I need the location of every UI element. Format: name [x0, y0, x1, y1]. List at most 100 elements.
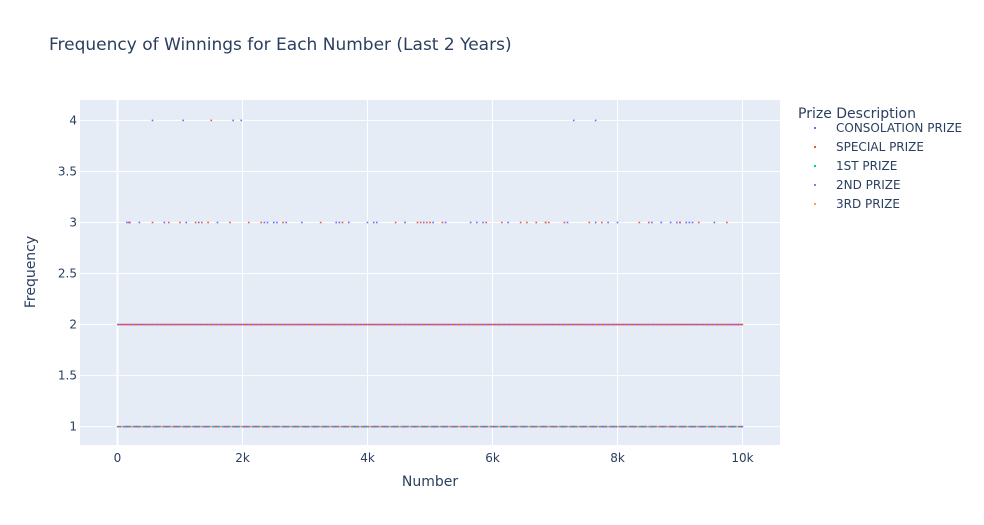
dense-point [512, 425, 515, 428]
dense-point [503, 425, 506, 428]
dense-point [703, 323, 705, 326]
dense-point [221, 323, 223, 326]
dense-point [400, 323, 402, 326]
legend-marker[interactable] [814, 146, 816, 148]
dense-point [621, 425, 624, 428]
dense-point [719, 425, 721, 428]
dense-point [328, 425, 330, 428]
dense-point [206, 425, 208, 428]
dense-point [582, 323, 584, 326]
dense-point [177, 425, 179, 428]
dense-point [320, 425, 322, 428]
dense-point [268, 425, 270, 428]
dense-point [588, 323, 590, 326]
dense-point [214, 425, 216, 428]
legend-marker[interactable] [814, 127, 816, 129]
dense-point [417, 323, 419, 326]
dense-point [687, 323, 689, 326]
dense-point [623, 323, 626, 326]
scatter-point [422, 221, 425, 224]
legend-item-label[interactable]: CONSOLATION PRIZE [836, 121, 962, 135]
dense-point [366, 323, 369, 326]
dense-point [381, 323, 384, 326]
dense-point [620, 425, 623, 428]
scatter-point [263, 221, 266, 224]
dense-point [721, 425, 723, 428]
dense-point [143, 323, 145, 326]
dense-point [231, 323, 234, 326]
dense-point [261, 323, 264, 326]
dense-point [378, 425, 381, 428]
dense-point [242, 425, 245, 428]
dense-point [729, 323, 731, 326]
dense-point [406, 323, 408, 326]
dense-point [322, 323, 324, 326]
dense-point [223, 323, 225, 326]
dense-point [368, 425, 371, 428]
dense-point [677, 323, 679, 326]
dense-point [527, 323, 529, 326]
dense-point [257, 323, 260, 326]
scatter-point [194, 221, 197, 224]
legend-marker[interactable] [814, 203, 816, 205]
dense-point [556, 425, 558, 428]
dense-point [481, 425, 484, 428]
legend-item-label[interactable]: 3RD PRIZE [836, 197, 900, 211]
dense-point [718, 425, 720, 428]
dense-point [688, 323, 690, 326]
dense-point [523, 323, 525, 326]
dense-point [357, 425, 360, 428]
dense-point [707, 323, 709, 326]
dense-point [344, 425, 346, 428]
legend-item-label[interactable]: 2ND PRIZE [836, 178, 901, 192]
dense-point [371, 425, 374, 428]
legend-item-label[interactable]: 1ST PRIZE [836, 159, 897, 173]
dense-point [529, 323, 531, 326]
dense-point [393, 425, 395, 428]
dense-point [127, 425, 130, 428]
dense-point [372, 323, 375, 326]
dense-point [495, 323, 498, 326]
dense-point [524, 323, 526, 326]
dense-point [452, 323, 454, 326]
dense-point [592, 323, 594, 326]
dense-point [670, 323, 672, 326]
legend-marker[interactable] [814, 165, 816, 167]
scatter-point [151, 119, 154, 122]
dense-point [248, 425, 251, 428]
dense-point [254, 425, 257, 428]
dense-point [602, 425, 604, 428]
dense-point [444, 323, 446, 326]
dense-point [256, 323, 259, 326]
dense-point [332, 323, 334, 326]
dense-point [497, 425, 500, 428]
dense-point [199, 323, 201, 326]
dense-point [130, 323, 133, 326]
dense-point [346, 425, 348, 428]
dense-point [358, 425, 361, 428]
dense-point [558, 323, 560, 326]
dense-point [392, 425, 394, 428]
dense-point [604, 323, 606, 326]
dense-point [324, 323, 326, 326]
dense-point [245, 425, 248, 428]
dense-point [535, 323, 537, 326]
dense-point [225, 425, 227, 428]
dense-point [363, 425, 366, 428]
dense-point [130, 425, 133, 428]
dense-point [397, 323, 399, 326]
dense-point [195, 425, 197, 428]
dense-point [413, 323, 415, 326]
dense-point [633, 425, 636, 428]
dense-point [205, 323, 207, 326]
legend-item-label[interactable]: SPECIAL PRIZE [836, 140, 924, 154]
dense-point [283, 425, 285, 428]
scatter-point [394, 221, 397, 224]
dense-point [533, 425, 535, 428]
dense-point [246, 323, 249, 326]
legend-marker[interactable] [814, 184, 816, 186]
dense-point [616, 425, 619, 428]
dense-point [650, 323, 652, 326]
dense-point [554, 323, 556, 326]
